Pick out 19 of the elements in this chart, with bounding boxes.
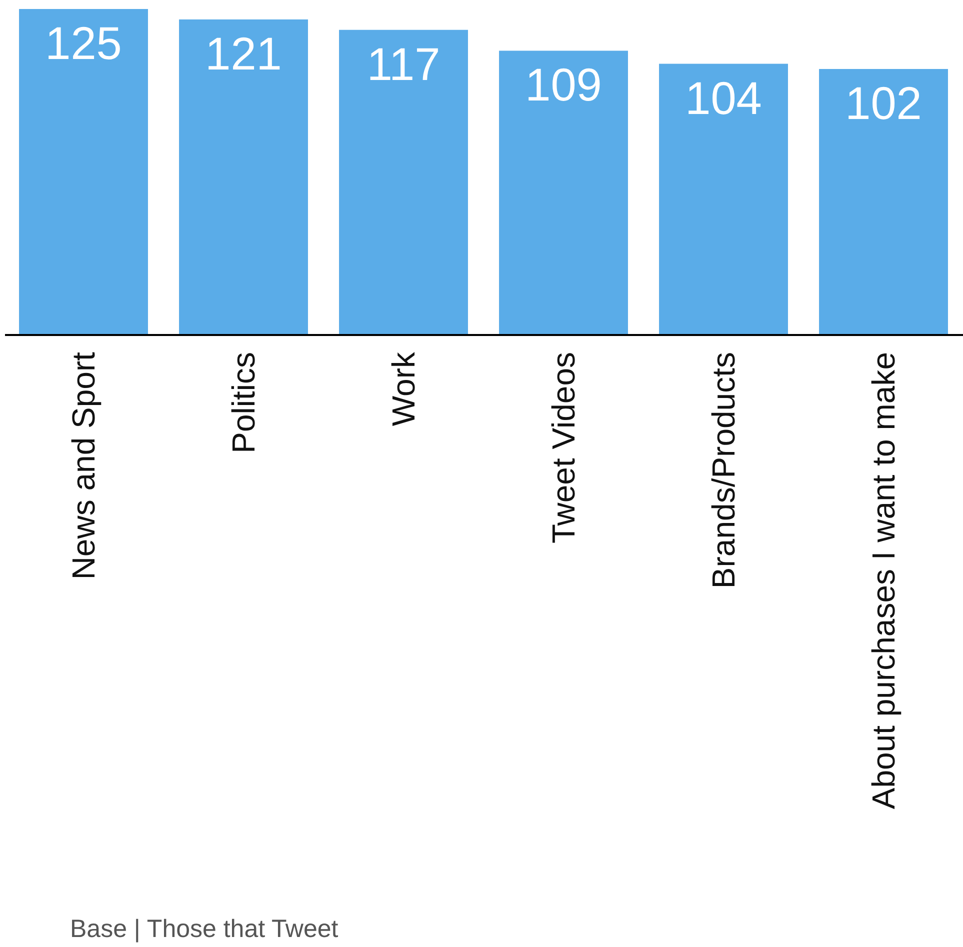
x-tick-label: News and Sport: [66, 352, 102, 580]
data-label: 104: [685, 72, 762, 124]
x-tick-label: Politics: [226, 352, 262, 454]
bar: [179, 19, 308, 335]
text: Base | Those that Tweet: [70, 915, 338, 943]
bar: [659, 64, 788, 335]
data-label: 121: [205, 27, 282, 80]
x-tick-label: About purchases I want to make: [866, 352, 902, 810]
x-tick-label: Work: [386, 351, 422, 426]
x-tick-label: Tweet Videos: [546, 352, 582, 544]
x-tick-label: Brands/Products: [706, 352, 742, 589]
data-label: 109: [525, 58, 602, 111]
bar: [19, 9, 148, 335]
bar: [819, 68, 948, 335]
data-label: 102: [845, 76, 922, 129]
bar: [339, 30, 468, 335]
bar: [499, 50, 628, 335]
data-label: 117: [366, 38, 440, 90]
data-label: 125: [45, 17, 122, 69]
